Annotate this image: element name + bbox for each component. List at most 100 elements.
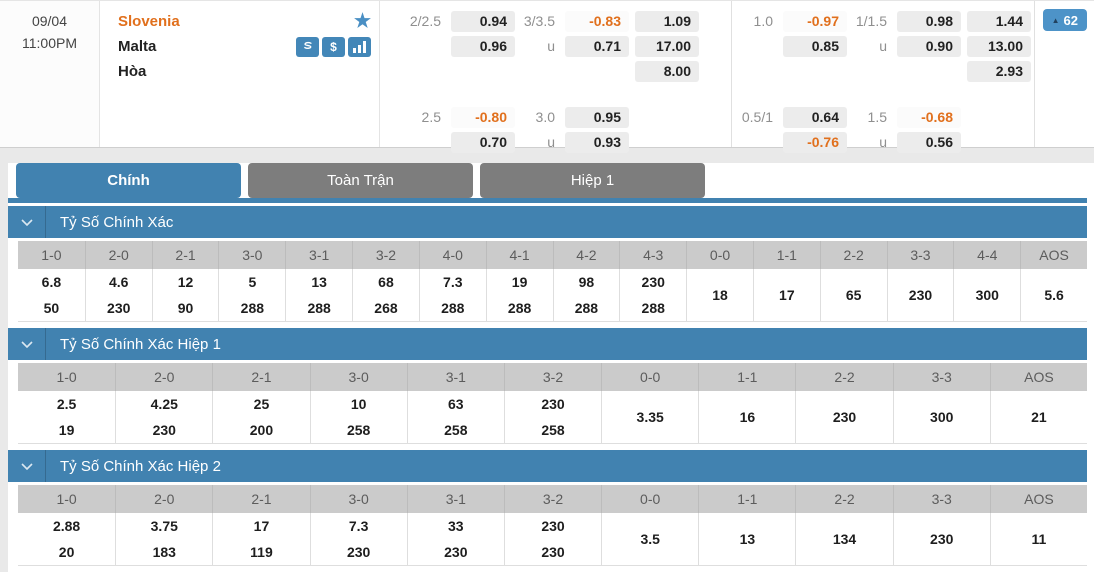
score-odds-cell[interactable]: 300 — [953, 269, 1020, 321]
odds-value[interactable]: 1.09 — [635, 11, 699, 32]
draw-label[interactable]: Hòa — [118, 63, 147, 80]
home-team-name[interactable]: Slovenia — [118, 13, 180, 30]
favorite-star-icon[interactable]: ★ — [353, 11, 371, 32]
score-odds-cell[interactable]: 7.3 288 — [418, 269, 486, 321]
odds-value[interactable]: -0.80 — [451, 107, 515, 128]
odds-number: 230 — [346, 544, 371, 560]
odds-value[interactable]: 8.00 — [635, 61, 699, 82]
score-odds-cell[interactable]: 13 — [698, 513, 795, 565]
tab-chinh[interactable]: Chính — [16, 163, 241, 198]
score-odds-cell[interactable]: 16 — [698, 391, 795, 443]
chevron-down-icon[interactable] — [8, 206, 46, 238]
odds-empty-cell — [632, 105, 702, 130]
score-odds-cell[interactable]: 17 — [752, 269, 820, 321]
score-odds-cell[interactable]: 18 — [686, 269, 753, 321]
chevron-down-icon[interactable] — [8, 450, 46, 482]
score-odds-cell[interactable]: 98 288 — [552, 269, 620, 321]
away-team-name[interactable]: Malta — [118, 38, 157, 55]
score-odds-cell[interactable]: 4.25 230 — [115, 391, 212, 443]
odds-value[interactable]: 0.56 — [897, 132, 961, 153]
odds-value[interactable]: 0.90 — [897, 36, 961, 57]
odds-value[interactable]: -0.76 — [783, 132, 847, 153]
score-odds-cell[interactable]: 2.5 19 — [18, 391, 115, 443]
odds-empty-cell — [448, 59, 518, 84]
score-odds-cell[interactable]: 10 258 — [309, 391, 407, 443]
score-odds-cell[interactable]: 25 200 — [212, 391, 309, 443]
bar-chart-icon[interactable] — [348, 36, 371, 57]
score-table-body: 2.5 19 4.25 230 25 200 10 258 63 258 230 258 3.35 16 2… — [18, 391, 1087, 444]
score-odds-cell[interactable]: 33 230 — [406, 513, 504, 565]
score-odds-cell[interactable]: 3.35 — [601, 391, 698, 443]
score-odds-cell[interactable]: 63 258 — [406, 391, 504, 443]
score-odds-cell[interactable]: 13 288 — [285, 269, 352, 321]
score-odds-cell[interactable]: 230 — [892, 513, 990, 565]
section-header-correct-score-half1[interactable]: Tỷ Số Chính Xác Hiệp 1 — [8, 328, 1087, 360]
score-odds-cell[interactable]: 4.6 230 — [84, 269, 152, 321]
odds-line-label: 2/2.5 — [409, 13, 441, 29]
score-odds-cell[interactable]: 17 119 — [212, 513, 309, 565]
score-odds-cell[interactable]: 7.3 230 — [309, 513, 407, 565]
odds-value[interactable]: 0.70 — [451, 132, 515, 153]
score-odds-cell[interactable]: 65 — [819, 269, 887, 321]
odds-number: 288 — [240, 300, 265, 316]
odds-value[interactable]: 0.85 — [783, 36, 847, 57]
odds-value[interactable]: 2.93 — [967, 61, 1031, 82]
odds-value[interactable]: 0.95 — [565, 107, 629, 128]
section-header-correct-score[interactable]: Tỷ Số Chính Xác — [8, 206, 1087, 238]
odds-value[interactable]: 13.00 — [967, 36, 1031, 57]
odds-value[interactable]: 0.94 — [451, 11, 515, 32]
odds-value[interactable]: 17.00 — [635, 36, 699, 57]
odds-number: 258 — [346, 422, 371, 438]
score-odds-cell[interactable]: 230 — [795, 391, 892, 443]
section-header-correct-score-half2[interactable]: Tỷ Số Chính Xác Hiệp 2 — [8, 450, 1087, 482]
odds-number: 98 — [578, 274, 595, 290]
section-correct-score: Tỷ Số Chính Xác 1-0 2-0 2-1 3-0 3-1 3-2 4-0 4-1… — [8, 206, 1094, 322]
odds-value[interactable]: 0.71 — [565, 36, 629, 57]
dollar-icon[interactable]: $ — [322, 36, 345, 57]
score-odds-cell[interactable]: 19 288 — [485, 269, 553, 321]
chevron-down-icon[interactable] — [8, 328, 46, 360]
odds-empty-cell — [964, 130, 1034, 155]
score-column-header: 1-0 — [41, 247, 62, 263]
odds-group-main-right: 1.0 -0.97 1/1.5 0.98 1.44 0.85 u 0.90 13.00 2.93 — [732, 9, 1034, 84]
score-odds-cell[interactable]: 12 90 — [151, 269, 219, 321]
score-odds-cell[interactable]: 5 288 — [218, 269, 285, 321]
score-odds-cell[interactable]: 3.5 — [601, 513, 698, 565]
odds-value[interactable]: -0.68 — [897, 107, 961, 128]
score-odds-cell[interactable]: 5.6 — [1020, 269, 1087, 321]
odds-number: 288 — [641, 300, 665, 316]
odds-number: 25 — [253, 396, 270, 412]
score-column-header: AOS — [989, 363, 1087, 391]
odds-value[interactable]: 0.64 — [783, 107, 847, 128]
odds-value[interactable]: -0.97 — [783, 11, 847, 32]
odds-value[interactable]: 0.96 — [451, 36, 515, 57]
odds-value[interactable]: 1.44 — [967, 11, 1031, 32]
score-odds-cell[interactable]: 2.88 20 — [18, 513, 115, 565]
score-column-header: 3-2 — [503, 363, 601, 391]
score-odds-cell[interactable]: 3.75 183 — [115, 513, 212, 565]
score-odds-cell[interactable]: 300 — [892, 391, 990, 443]
coins-icon[interactable] — [296, 36, 319, 57]
score-column-header: 2-0 — [84, 241, 152, 269]
score-odds-cell[interactable]: 134 — [795, 513, 892, 565]
tab-hiep-1[interactable]: Hiệp 1 — [480, 163, 705, 198]
odds-column-right: 1.0 -0.97 1/1.5 0.98 1.44 0.85 u 0.90 13.00 2.93 … — [731, 1, 1035, 153]
score-column-header: 2-2 — [819, 241, 887, 269]
score-odds-cell[interactable]: 6.8 50 — [18, 269, 85, 321]
odds-value[interactable]: -0.83 — [565, 11, 629, 32]
score-odds-cell[interactable]: 230 288 — [619, 269, 686, 321]
score-column-header: 3-1 — [285, 241, 352, 269]
score-odds-cell[interactable]: 11 — [989, 513, 1087, 565]
score-column-header: 2-0 — [115, 485, 212, 513]
score-odds-cell[interactable]: 230 258 — [503, 391, 601, 443]
tab-toan-tran[interactable]: Toàn Trận — [248, 163, 473, 198]
score-odds-cell[interactable]: 230 230 — [503, 513, 601, 565]
odds-value[interactable]: 0.98 — [897, 11, 961, 32]
score-odds-cell[interactable]: 230 — [886, 269, 954, 321]
score-odds-cell[interactable]: 68 268 — [352, 269, 419, 321]
more-markets-badge[interactable]: ▲ 62 — [1042, 9, 1087, 31]
score-table: 1-0 2-0 2-1 3-0 3-1 3-2 0-0 1-1 2-2 3-3 AOS 2.5 19 4… — [18, 363, 1087, 444]
score-odds-cell[interactable]: 21 — [989, 391, 1087, 443]
odds-value[interactable]: 0.93 — [565, 132, 629, 153]
odds-number: 230 — [541, 518, 565, 534]
